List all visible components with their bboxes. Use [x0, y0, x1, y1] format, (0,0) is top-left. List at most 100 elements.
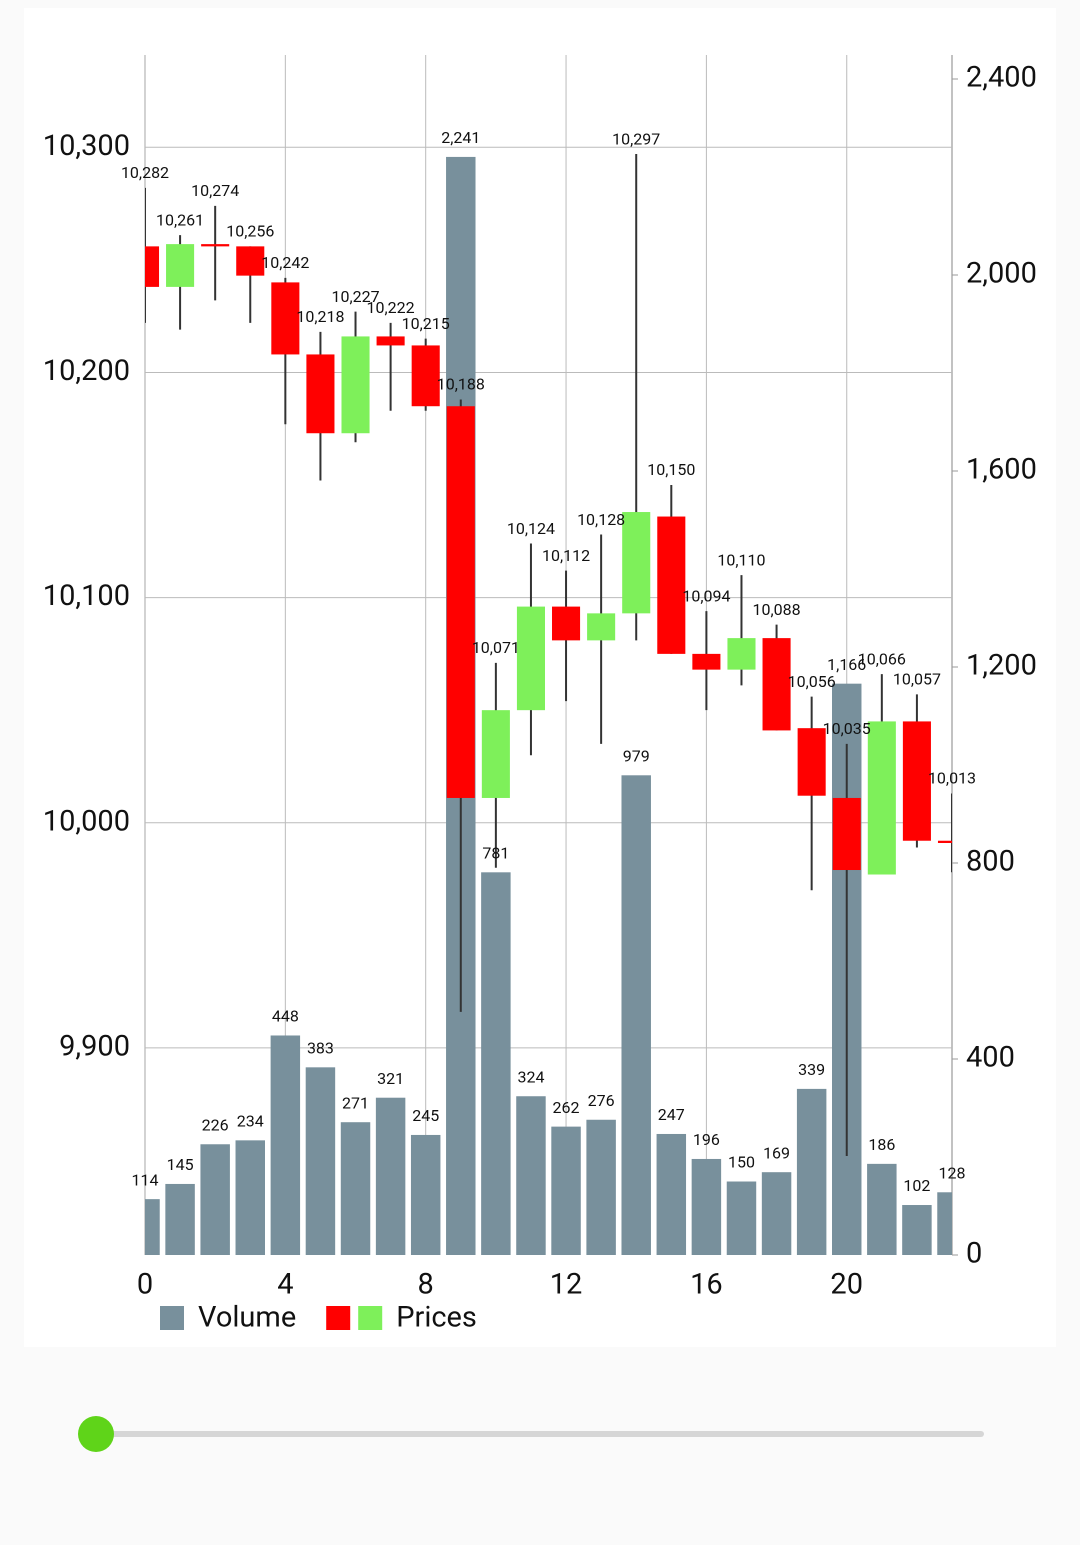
slider-track[interactable]: [96, 1431, 984, 1437]
volume-label: 979: [623, 747, 650, 766]
y-tick-label: 10,200: [43, 354, 130, 388]
high-label: 10,128: [577, 510, 625, 529]
high-label: 10,261: [156, 210, 204, 229]
volume-label: 114: [132, 1170, 159, 1189]
high-label: 10,094: [682, 586, 730, 605]
volume-bar: [165, 1183, 195, 1255]
candle-body: [166, 244, 195, 287]
volume-bar: [481, 872, 511, 1255]
volume-bar: [270, 1035, 301, 1255]
volume-label: 1,166: [827, 655, 866, 674]
volume-label: 321: [377, 1069, 404, 1088]
volume-bar: [410, 1134, 441, 1255]
x-tick-label: 4: [277, 1268, 293, 1302]
legend-label: Prices: [396, 1301, 477, 1335]
volume-bar: [937, 1192, 952, 1255]
volume-label: 150: [728, 1153, 755, 1172]
candle-body: [236, 246, 265, 276]
y2-tick-label: 400: [966, 1041, 1015, 1075]
x-tick-label: 8: [418, 1268, 434, 1302]
y-tick-label: 9,900: [59, 1030, 130, 1064]
volume-label: 448: [272, 1007, 299, 1026]
candle-body: [832, 797, 861, 871]
y-tick-label: 10,100: [43, 579, 130, 613]
candle-body: [797, 728, 826, 796]
high-label: 10,071: [472, 638, 520, 657]
candle-body: [446, 406, 475, 798]
candle-body: [692, 653, 721, 670]
candle-body: [516, 606, 545, 711]
volume-label: 339: [798, 1060, 825, 1079]
volume-bar: [586, 1119, 616, 1255]
legend-swatch: [160, 1306, 184, 1330]
y-tick-label: 10,300: [43, 129, 130, 163]
high-label: 10,274: [191, 181, 239, 200]
high-label: 10,057: [893, 670, 941, 689]
candle-body: [201, 244, 230, 247]
volume-label: 196: [693, 1130, 720, 1149]
high-label: 10,256: [226, 222, 274, 241]
volume-label: 145: [167, 1155, 194, 1174]
high-label: 10,088: [753, 600, 801, 619]
volume-label: 128: [939, 1163, 966, 1182]
volume-bar: [656, 1133, 687, 1255]
y2-tick-label: 2,400: [966, 61, 1037, 95]
candle-body: [271, 282, 300, 355]
high-label: 10,222: [367, 298, 415, 317]
y2-tick-label: 0: [966, 1237, 982, 1271]
volume-bar: [145, 1199, 160, 1255]
x-tick-label: 12: [550, 1268, 583, 1302]
y2-tick-label: 2,000: [966, 257, 1037, 291]
high-label: 10,110: [717, 550, 765, 569]
y2-tick-label: 1,600: [966, 453, 1037, 487]
volume-bar: [691, 1158, 722, 1255]
volume-bar: [340, 1122, 371, 1255]
volume-label: 383: [307, 1039, 334, 1058]
volume-label: 169: [763, 1143, 790, 1162]
volume-label: 247: [658, 1105, 685, 1124]
high-label: 10,013: [928, 769, 976, 788]
labels: 0 4 8 12 16 20 9,900 10,000 10,100 10,200 10,300 0 4…: [43, 61, 1037, 1335]
volume-bar: [902, 1205, 932, 1255]
high-label: 10,188: [437, 375, 485, 394]
legend-swatch: [326, 1306, 351, 1330]
volume-bar: [375, 1097, 406, 1255]
candle-body: [481, 710, 510, 798]
high-label: 10,282: [121, 163, 169, 182]
high-label: 10,112: [542, 546, 590, 565]
volume-label: 781: [482, 844, 509, 863]
candle-body: [587, 613, 616, 641]
candle-body: [937, 840, 952, 843]
high-label: 10,215: [402, 314, 450, 333]
volume-label: 324: [517, 1067, 544, 1086]
candle-body: [727, 638, 756, 670]
slider-thumb[interactable]: [78, 1416, 114, 1452]
candle-body: [902, 721, 931, 841]
candle-body: [867, 721, 896, 875]
volume-label: 245: [412, 1106, 439, 1125]
volume-bar: [200, 1144, 230, 1255]
candle-body: [376, 336, 405, 346]
volume-bar: [867, 1163, 897, 1255]
candle-body: [145, 246, 160, 287]
volume-label: 102: [903, 1176, 930, 1195]
high-label: 10,227: [331, 287, 379, 306]
volume-label: 186: [868, 1135, 895, 1154]
volume-label: 234: [237, 1112, 264, 1131]
legend-swatch: [358, 1306, 383, 1330]
x-tick-label: 0: [137, 1268, 153, 1302]
candle-body: [762, 638, 791, 731]
volume-bar: [551, 1126, 581, 1255]
volume-bar: [235, 1140, 265, 1255]
high-label: 10,035: [823, 719, 871, 738]
candle-body: [341, 336, 370, 434]
y-tick-label: 10,000: [43, 804, 130, 838]
high-label: 10,242: [261, 253, 309, 272]
slider[interactable]: [78, 1416, 984, 1452]
volume-bar: [516, 1096, 546, 1255]
volume-bar: [621, 775, 651, 1255]
volume-label: 271: [342, 1093, 369, 1112]
volume-label: 262: [553, 1098, 580, 1117]
